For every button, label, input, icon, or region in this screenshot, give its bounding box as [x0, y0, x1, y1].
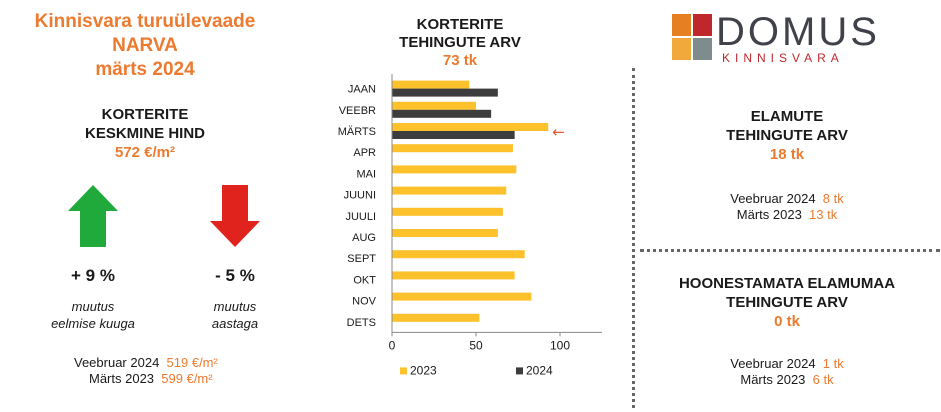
report-title-line3: märts 2024	[95, 59, 195, 80]
bar-2023-juuli	[392, 207, 503, 216]
avg-price-value: 572 €/m²	[114, 144, 176, 161]
change-year-note: muutus aastaga	[175, 298, 295, 332]
houses-compare-value-1: 8 tk	[822, 191, 844, 206]
price-compare-row-1: Veebruar 2024 519 €/m²	[74, 355, 218, 371]
houses-block-title: ELAMUTE TEHINGUTE ARV 18 tk	[637, 107, 937, 164]
land-compare-row-1: Veebruar 2024 1 tk	[637, 356, 937, 372]
houses-compare-value-2: 13 tk	[809, 207, 838, 222]
logo-subword: KINNISVARA	[722, 51, 844, 65]
category-label: APR	[353, 147, 376, 159]
domus-logo-mark-icon	[672, 14, 712, 60]
vertical-divider	[632, 68, 635, 408]
land-value: 0 tk	[774, 313, 800, 330]
land-title-line1: HOONESTAMATA ELAMUMAA	[678, 275, 896, 292]
bar-2024-jaan	[392, 88, 498, 97]
category-label: JAAN	[348, 84, 376, 96]
x-tick-label: 0	[389, 338, 396, 352]
houses-title-line1: ELAMUTE	[750, 108, 824, 125]
change-month-note-line1: muutus	[71, 299, 115, 314]
change-month-note-line2: eelmise kuuga	[51, 316, 135, 331]
change-year-note-line1: muutus	[213, 299, 257, 314]
houses-compare-label-1: Veebruar 2024	[730, 191, 816, 206]
price-compare-value-1: 519 €/m²	[166, 355, 218, 370]
price-compare-value-2: 599 €/m²	[161, 371, 213, 386]
houses-compare-row-1: Veebruar 2024 8 tk	[637, 191, 937, 207]
x-tick-label: 50	[469, 338, 483, 352]
change-year-note-line2: aastaga	[211, 316, 259, 331]
land-compare-value-2: 6 tk	[812, 372, 834, 387]
category-label: MAI	[356, 168, 376, 180]
houses-compare-row-2: Märts 2023 13 tk	[637, 207, 937, 223]
chart-title-line2: TEHINGUTE ARV	[399, 34, 521, 51]
report-title: Kinnisvara turuülevaade NARVA märts 2024	[10, 10, 280, 82]
category-label: JUUNI	[344, 190, 376, 202]
price-compare-row-2: Märts 2023 599 €/m²	[89, 371, 213, 387]
bar-2023-mai	[392, 165, 517, 174]
x-tick-label: 100	[550, 338, 570, 352]
bar-2023-jaan	[392, 80, 470, 89]
legend-swatch-2024	[516, 367, 523, 375]
change-year-value: - 5 %	[215, 266, 255, 285]
category-label: AUG	[352, 232, 376, 244]
change-month-value: + 9 %	[71, 266, 115, 285]
arrow-down-icon	[210, 185, 260, 247]
legend-label-2023: 2023	[410, 363, 437, 377]
land-compare-label-2: Märts 2023	[740, 372, 806, 387]
bar-2024-veebr	[392, 109, 492, 118]
bar-2023-okt	[392, 271, 515, 280]
bar-2023-juuni	[392, 186, 507, 195]
land-compare-label-1: Veebruar 2024	[730, 356, 816, 371]
category-label: SEPT	[347, 253, 376, 265]
houses-value: 18 tk	[769, 146, 805, 163]
bar-2023-apr	[392, 144, 513, 153]
land-compare-row-2: Märts 2023 6 tk	[637, 372, 937, 388]
chart-title: KORTERITE TEHINGUTE ARV 73 tk	[380, 16, 540, 70]
price-compare-label-2: Märts 2023	[89, 371, 155, 386]
avg-price-block: KORTERITE KESKMINE HIND 572 €/m²	[30, 105, 260, 162]
chart-title-line1: KORTERITE	[416, 16, 504, 33]
arrow-up-icon	[68, 185, 118, 247]
land-title-line2: TEHINGUTE ARV	[726, 294, 848, 311]
chart-title-value: 73 tk	[442, 52, 478, 69]
apartment-deals-chart: JAAN VEEBR MÄRTS ← APR MAI JUUNI JUULI AUG SEPT OK…	[338, 74, 602, 377]
bar-2024-märts	[392, 131, 515, 139]
category-label: DETS	[347, 317, 376, 329]
houses-compare-label-2: Märts 2023	[736, 207, 802, 222]
report-title-line2: NARVA	[112, 35, 178, 56]
annotation-arrow-icon: ←	[552, 123, 565, 141]
bar-2023-aug	[392, 229, 498, 237]
land-block-title: HOONESTAMATA ELAMUMAA TEHINGUTE ARV 0 tk	[637, 274, 937, 331]
bar-2023-veebr	[392, 101, 476, 110]
legend-swatch-2023	[400, 367, 407, 375]
category-label: VEEBR	[339, 105, 376, 117]
avg-price-label-line2: KESKMINE HIND	[84, 125, 205, 142]
avg-price-label-line1: KORTERITE	[101, 106, 189, 123]
bar-2023-nov	[392, 292, 532, 301]
logo-word: DOMUS	[716, 10, 880, 54]
legend-label-2024: 2024	[526, 363, 553, 377]
category-label: OKT	[353, 274, 376, 286]
category-label: MÄRTS	[338, 126, 376, 138]
bar-2023-märts	[392, 123, 549, 131]
bar-2023-sept	[392, 250, 525, 259]
price-compare-label-1: Veebruar 2024	[74, 355, 160, 370]
land-compare-value-1: 1 tk	[822, 356, 844, 371]
bar-2023-dets	[392, 313, 480, 322]
report-title-line1: Kinnisvara turuülevaade	[34, 11, 256, 32]
horizontal-divider	[640, 249, 940, 252]
category-label: JUULI	[345, 211, 376, 223]
category-label: NOV	[352, 296, 377, 308]
change-month-note: muutus eelmise kuuga	[33, 298, 153, 332]
houses-title-line2: TEHINGUTE ARV	[726, 127, 848, 144]
